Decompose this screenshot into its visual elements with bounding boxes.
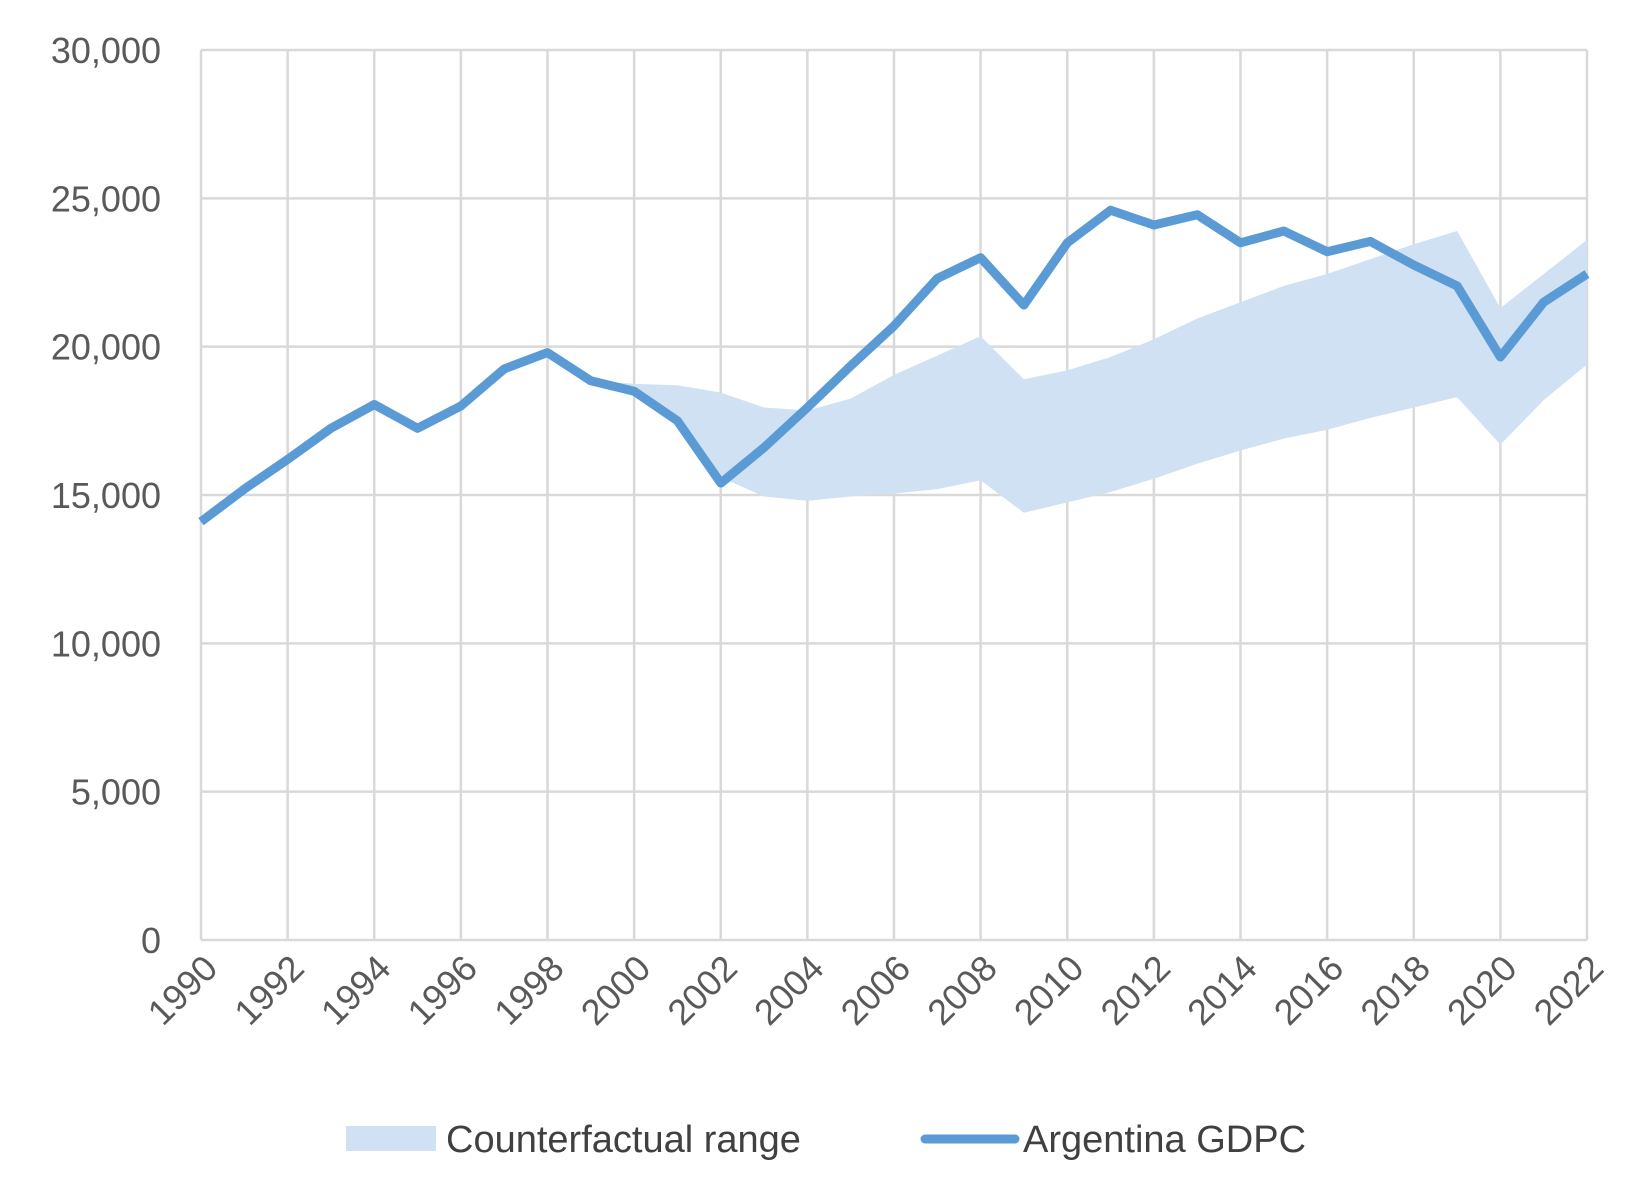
y-tick-label: 15,000 xyxy=(51,475,161,516)
data-point xyxy=(850,365,852,367)
x-tick-label: 2006 xyxy=(833,947,919,1033)
x-tick-label: 2022 xyxy=(1526,947,1612,1033)
x-tick-label: 2018 xyxy=(1352,947,1438,1033)
data-point xyxy=(720,482,722,484)
data-point xyxy=(633,390,635,392)
data-point xyxy=(373,404,375,405)
data-point xyxy=(1153,224,1155,226)
data-point xyxy=(1110,209,1112,211)
data-point xyxy=(243,488,245,490)
legend-swatch-counterfactual-range xyxy=(346,1126,436,1151)
legend: Counterfactual range Argentina GDPC xyxy=(346,1119,1306,1161)
y-tick-label: 0 xyxy=(141,920,161,961)
data-point xyxy=(1196,214,1198,216)
x-tick-label: 2002 xyxy=(659,947,745,1033)
axis-layer: 05,00010,00015,00020,00025,00030,0001990… xyxy=(51,30,1611,1033)
data-point xyxy=(1066,242,1068,244)
data-point xyxy=(1586,273,1588,275)
data-point xyxy=(1326,251,1328,253)
gdpc-line-layer xyxy=(198,205,1590,526)
data-point xyxy=(330,427,332,429)
data-point xyxy=(893,325,895,327)
data-point xyxy=(547,352,548,354)
data-point xyxy=(287,458,289,460)
x-tick-label: 2020 xyxy=(1439,947,1525,1033)
counterfactual-band-layer xyxy=(590,231,1587,513)
data-point xyxy=(763,447,765,448)
gridlines xyxy=(199,48,1589,942)
legend-label-counterfactual-range: Counterfactual range xyxy=(446,1119,801,1161)
data-point xyxy=(1499,356,1501,358)
x-tick-label: 1998 xyxy=(486,947,572,1033)
data-point xyxy=(200,521,202,523)
data-point xyxy=(417,427,419,429)
data-point xyxy=(676,420,678,422)
x-tick-label: 1996 xyxy=(399,947,485,1033)
series-counterfactual-range-band xyxy=(590,231,1587,513)
x-tick-label: 1992 xyxy=(226,947,312,1033)
data-point xyxy=(1283,230,1285,232)
x-tick-label: 2014 xyxy=(1179,947,1265,1033)
data-point xyxy=(1240,242,1241,244)
data-point xyxy=(1023,304,1025,306)
x-tick-label: 2004 xyxy=(746,947,832,1033)
data-point xyxy=(980,257,982,259)
x-tick-label: 2008 xyxy=(919,947,1005,1033)
x-tick-label: 1994 xyxy=(313,947,399,1033)
data-point xyxy=(590,380,592,382)
data-point xyxy=(503,368,505,370)
x-tick-label: 2016 xyxy=(1266,947,1352,1033)
x-tick-label: 2012 xyxy=(1092,947,1178,1033)
y-tick-label: 10,000 xyxy=(51,623,161,664)
y-tick-label: 20,000 xyxy=(51,327,161,368)
data-point xyxy=(1543,301,1545,303)
data-point xyxy=(1413,264,1415,266)
y-tick-label: 25,000 xyxy=(51,178,161,219)
data-point xyxy=(806,407,808,408)
x-tick-label: 2000 xyxy=(573,947,659,1033)
data-point xyxy=(460,405,462,407)
y-tick-label: 30,000 xyxy=(51,30,161,71)
y-tick-label: 5,000 xyxy=(71,772,161,813)
x-tick-label: 2010 xyxy=(1006,947,1092,1033)
data-point xyxy=(1456,285,1458,287)
data-point xyxy=(936,277,938,279)
legend-label-argentina-gdpc: Argentina GDPC xyxy=(1023,1119,1306,1161)
data-point xyxy=(1369,240,1371,242)
